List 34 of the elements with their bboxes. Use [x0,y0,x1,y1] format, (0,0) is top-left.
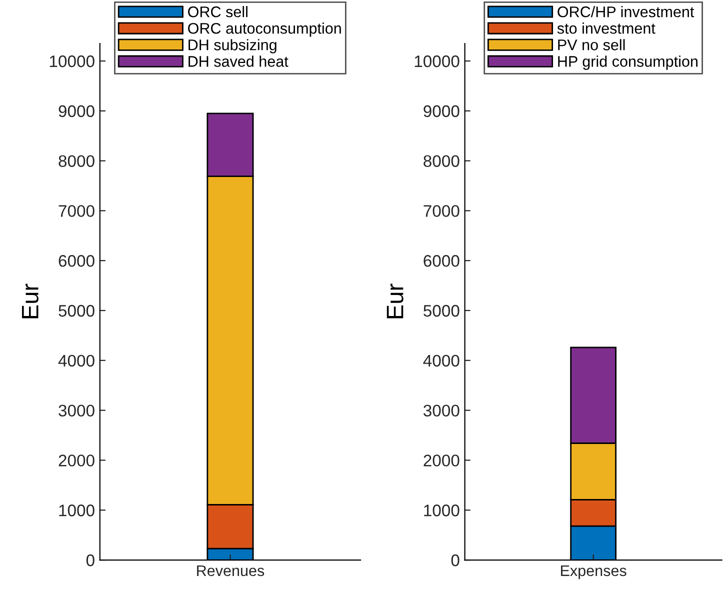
y-tick-label: 5000 [424,304,460,317]
y-tick-label: 3000 [58,404,94,417]
legend-label: DH subsizing [188,39,276,54]
y-tick-label: 6000 [58,255,94,267]
legend-label: DH saved heat [188,56,288,67]
y-tick-label: 2000 [58,454,94,466]
y-tick-label: 5000 [58,304,94,317]
y-tick-label: 1000 [59,504,94,516]
y-tick-label: 6000 [424,255,460,267]
y-tick-label: 8000 [424,155,460,168]
y-tick-label: 0 [86,554,94,566]
legend-label: ORC/HP investment [558,6,694,18]
legend-label: sto investment [557,22,656,34]
legend-label: ORC autoconsumption [188,22,341,37]
legend-label: HP grid consumption [558,56,698,70]
y-tick-label: 4000 [423,354,460,367]
y-tick-label: 10000 [50,55,94,68]
x-tick-label: Expenses [561,565,626,580]
y-tick-label: 7000 [58,205,94,217]
y-tick-label: 9000 [58,105,94,118]
y-tick-label: 1000 [424,504,460,516]
y-tick-label: 9000 [424,105,460,118]
y-tick-label: 7000 [424,205,460,217]
y-tick-label: 4000 [58,354,94,367]
legend-label: PV no sell [558,39,625,50]
x-tick-label: Revenues [197,565,264,576]
y-tick-label: 3000 [424,404,460,417]
legend-label: ORC sell [188,6,248,18]
y-axis-title: Eur [22,284,38,318]
y-tick-label: 10000 [414,55,460,68]
y-tick-label: 8000 [58,155,94,168]
y-tick-label: 0 [451,554,460,566]
y-axis-title: Eur [386,284,404,318]
y-tick-label: 2000 [424,454,460,466]
